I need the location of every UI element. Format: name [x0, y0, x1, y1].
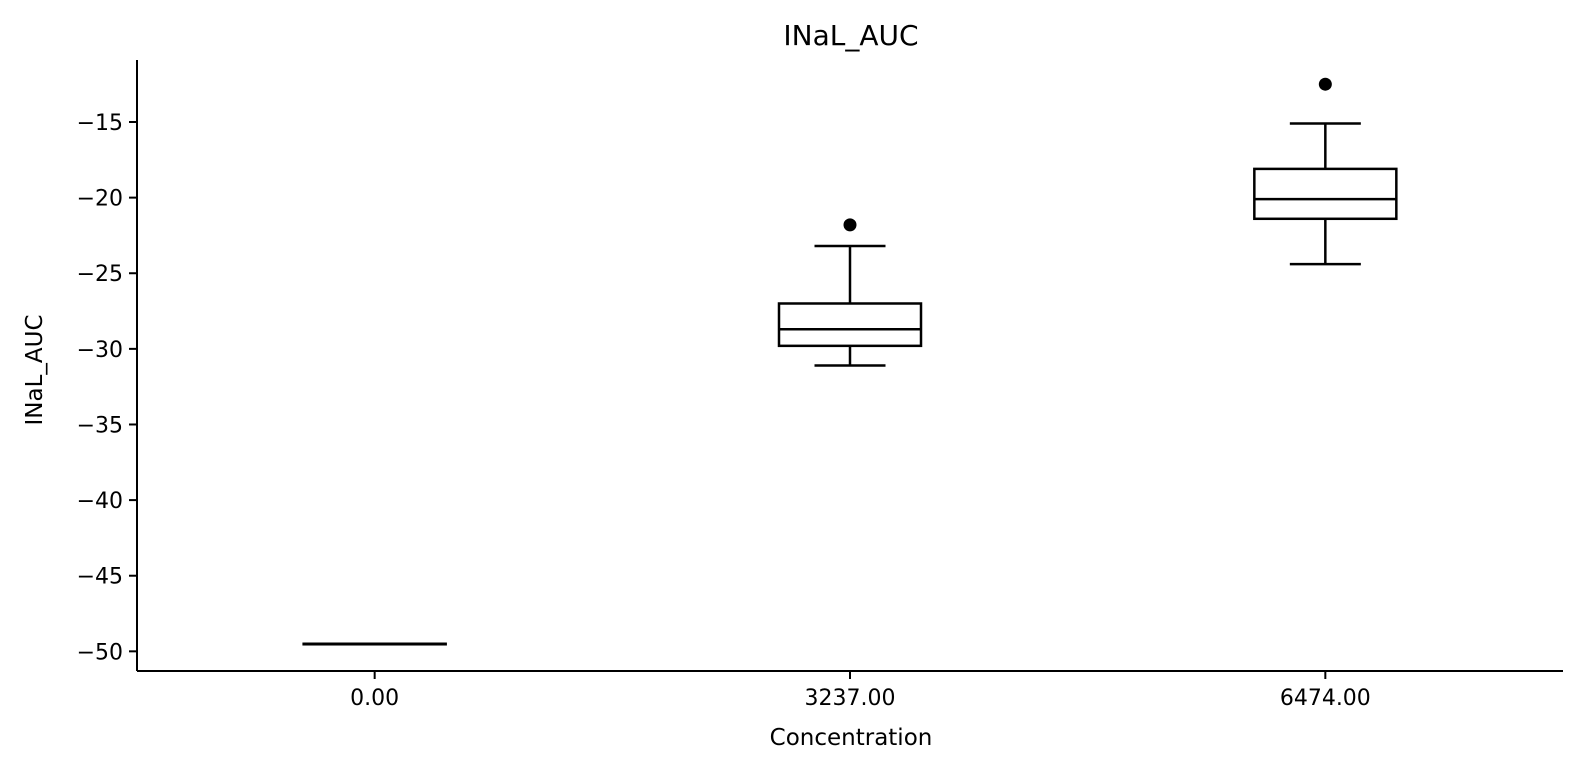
- y-tick-label: −40: [77, 489, 123, 514]
- outlier-point: [1318, 77, 1332, 91]
- chart-title: INaL_AUC: [783, 19, 918, 52]
- box-plots: [302, 77, 1398, 646]
- y-tick-label: −15: [77, 111, 123, 136]
- box-iqr: [1253, 167, 1398, 221]
- box-3237.00: [777, 218, 923, 367]
- outlier-point: [843, 218, 857, 232]
- y-axis-label: INaL_AUC: [22, 314, 48, 425]
- y-tick-label: −25: [77, 262, 123, 287]
- x-tick-label: 6474.00: [1280, 686, 1371, 711]
- box-6474.00: [1253, 77, 1398, 266]
- y-tick-label: −35: [77, 413, 123, 438]
- x-axis-label: Concentration: [770, 725, 933, 751]
- box-iqr: [777, 302, 923, 348]
- y-tick-label: −45: [77, 565, 123, 590]
- x-ticks: 0.00 3237.00 6474.00: [350, 671, 1371, 711]
- y-tick-label: −20: [77, 187, 123, 212]
- x-tick-label: 0.00: [350, 686, 399, 711]
- y-tick-label: −50: [77, 640, 123, 665]
- box-0.00: [302, 642, 447, 646]
- x-tick-label: 3237.00: [805, 686, 896, 711]
- y-tick-label: −30: [77, 338, 123, 363]
- y-ticks: −15 −20 −25 −30 −35 −40 −45 −50: [77, 111, 137, 665]
